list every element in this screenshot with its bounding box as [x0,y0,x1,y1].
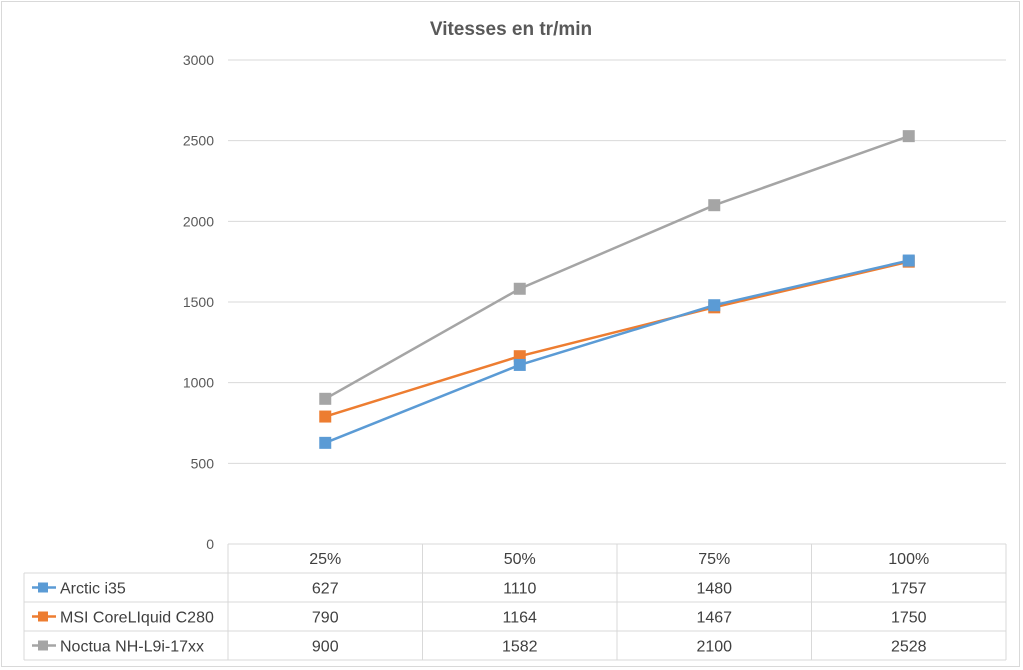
table-cell-value: 1480 [696,581,732,598]
legend-marker [38,640,48,651]
data-point [902,130,915,143]
table-cell-value: 1467 [696,610,732,627]
category-label: 100% [888,551,929,568]
table-cell-value: 1164 [503,610,538,627]
series-line [324,134,910,400]
table-cell-value: 2100 [696,639,732,656]
chart-title: Vitesses en tr/min [430,19,592,40]
legend-marker [38,611,48,622]
data-point [902,254,915,267]
y-tick-label: 2000 [183,213,214,229]
data-point [319,410,332,423]
category-label: 75% [698,551,730,568]
table-cell-value: 1110 [503,581,536,598]
y-tick-label: 3000 [183,52,214,68]
data-point [708,299,721,312]
table-cell-value: 790 [312,610,339,627]
series-line [324,259,910,445]
legend-marker [38,582,48,593]
series-line [324,260,910,418]
table-cell-value: 1757 [891,581,927,598]
table-cell-value: 2528 [891,639,927,656]
y-tick-label: 500 [191,455,215,471]
table-cell-value: 1582 [502,639,538,656]
data-point [319,392,332,405]
data-point [513,282,526,295]
data-point [708,199,721,212]
y-tick-label: 1500 [183,294,214,310]
y-tick-label: 2500 [183,133,214,149]
y-tick-label: 0 [206,536,214,552]
y-tick-label: 1000 [183,375,214,391]
table-cell-value: 1750 [891,610,927,627]
table-cell-value: 900 [312,639,339,656]
category-label: 25% [309,551,341,568]
data-point [513,358,526,371]
table-cell-value: 627 [312,581,339,598]
legend-label: Arctic i35 [60,581,126,598]
category-label: 50% [504,551,536,568]
legend-label: MSI CoreLIquid C280 [60,610,214,627]
data-point [319,436,332,449]
legend-label: Noctua NH-L9i-17xx [60,639,204,656]
